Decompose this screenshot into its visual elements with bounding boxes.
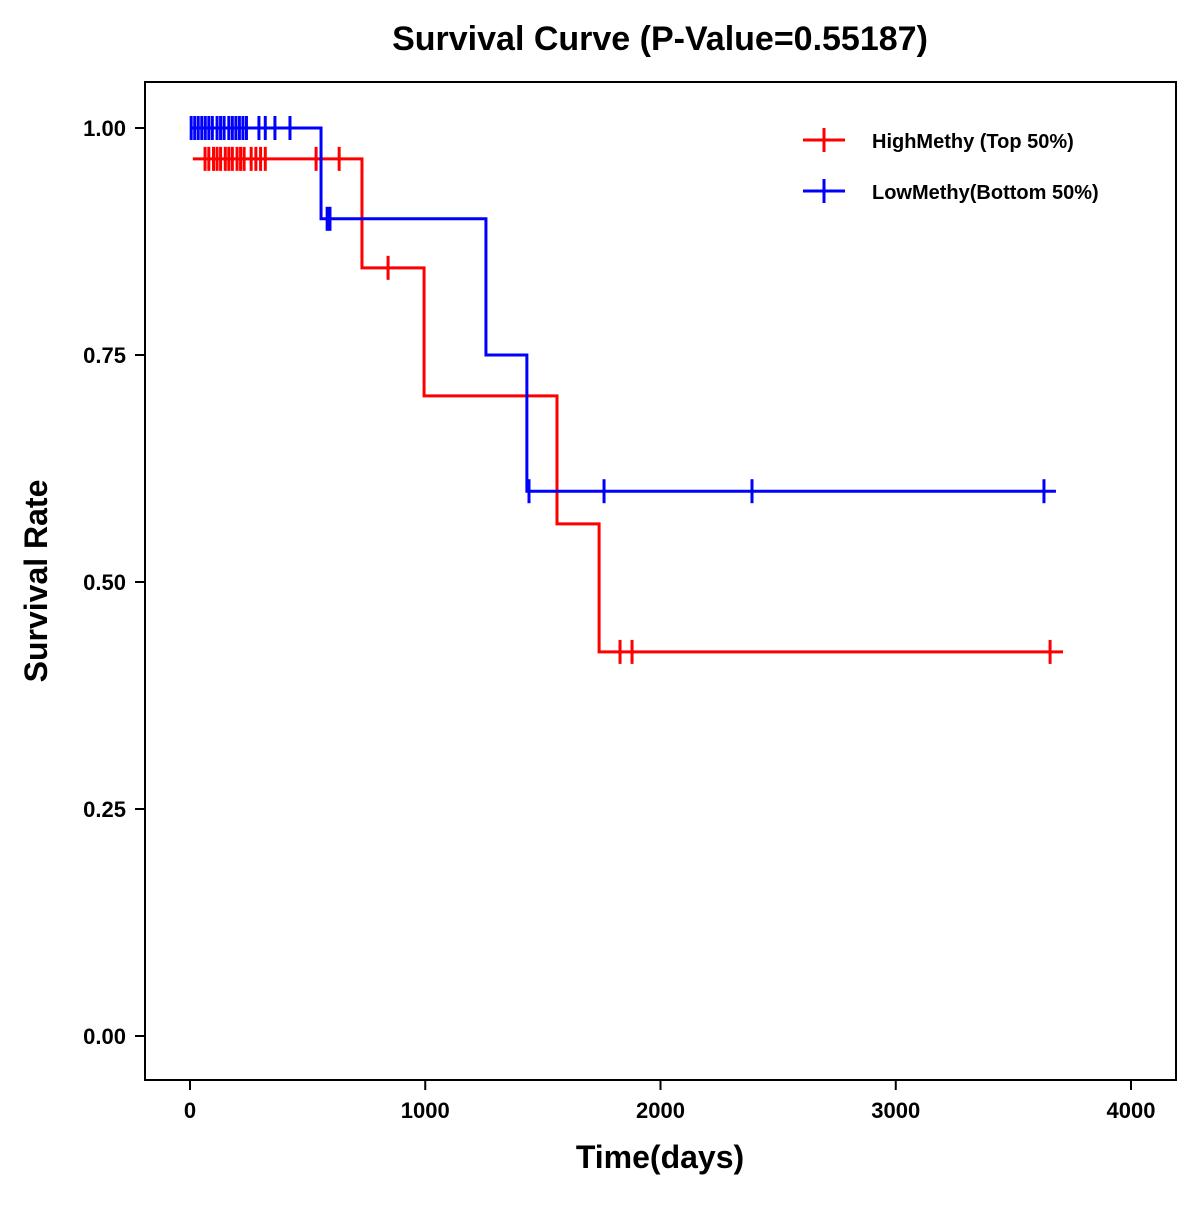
x-tick-label: 3000 (871, 1098, 920, 1123)
curves (189, 116, 1064, 664)
legend: HighMethy (Top 50%) LowMethy(Bottom 50%) (803, 128, 1099, 204)
x-tick-label: 0 (184, 1098, 196, 1123)
x-axis-label: Time(days) (576, 1139, 744, 1175)
x-axis: 0 1000 2000 3000 4000 (184, 1080, 1156, 1123)
chart-title: Survival Curve (P-Value=0.55187) (392, 20, 928, 58)
y-tick-label: 0.50 (83, 570, 126, 595)
y-tick-label: 0.00 (83, 1024, 126, 1049)
y-tick-label: 0.25 (83, 797, 126, 822)
x-tick-label: 1000 (401, 1098, 450, 1123)
x-tick-label: 2000 (636, 1098, 685, 1123)
y-axis-label: Survival Rate (18, 480, 54, 683)
legend-label: LowMethy(Bottom 50%) (872, 182, 1099, 204)
y-tick-label: 0.75 (83, 343, 126, 368)
survival-curve-low (190, 126, 1056, 493)
x-tick-label: 4000 (1107, 1098, 1156, 1123)
plot-frame (144, 81, 1177, 1081)
legend-label: HighMethy (Top 50%) (872, 131, 1074, 153)
survival-curve-high (192, 157, 1064, 654)
y-axis: 0.00 0.25 0.50 0.75 1.00 (83, 116, 145, 1049)
y-tick-label: 1.00 (83, 116, 126, 141)
